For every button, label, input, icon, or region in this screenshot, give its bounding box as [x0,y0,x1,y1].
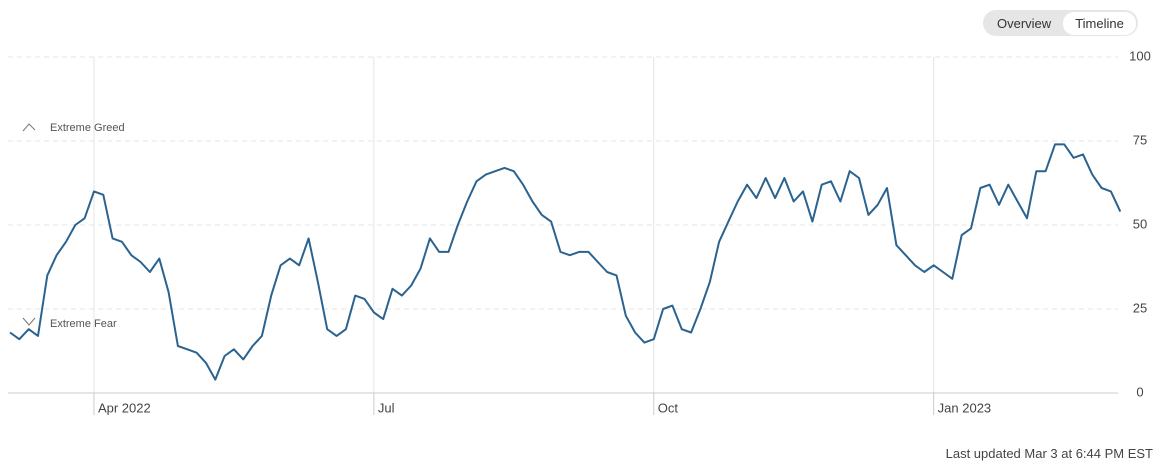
x-tick-label: Apr 2022 [98,400,151,415]
x-tick-label: Jul [378,400,395,415]
y-tick-label: 25 [1133,300,1147,315]
view-toggle: Overview Timeline [983,10,1138,36]
y-tick-label: 100 [1129,48,1151,63]
x-tick-label: Jan 2023 [938,400,992,415]
fear-greed-line [9,143,1122,381]
extreme-greed-label: Extreme Greed [50,122,125,134]
y-tick-label: 0 [1136,384,1143,399]
y-tick-label: 75 [1133,132,1147,147]
fear-icon [22,317,36,326]
greed-icon [22,123,36,132]
last-updated: Last updated Mar 3 at 6:44 PM EST [945,446,1153,461]
chart: Extreme Greed Extreme Fear 0 25 50 75 100 Apr… [8,48,1151,415]
timeline-button[interactable]: Timeline [1063,11,1136,35]
extreme-fear-label: Extreme Fear [50,318,117,330]
x-tick-label: Oct [658,400,679,415]
overview-button[interactable]: Overview [997,15,1052,31]
y-tick-label: 50 [1133,216,1147,231]
